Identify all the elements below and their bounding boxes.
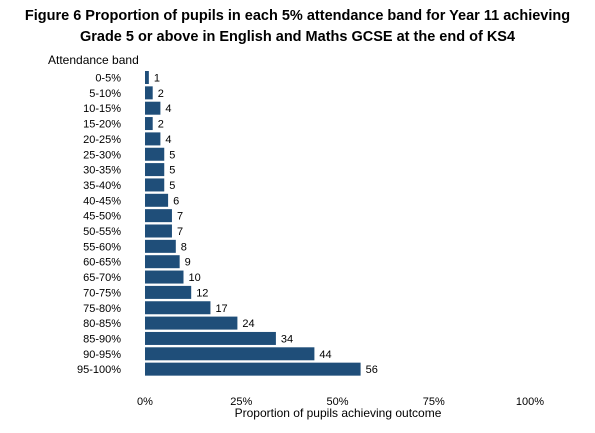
bar [145, 347, 315, 361]
data-label: 44 [319, 349, 331, 361]
bar [145, 193, 169, 207]
y-tick-label: 0-5% [95, 73, 121, 85]
data-label: 5 [169, 149, 175, 161]
bar [145, 255, 180, 269]
data-label: 7 [177, 211, 183, 223]
bar [145, 239, 176, 253]
x-axis: 0% 25% 50% 75% 100% [137, 396, 544, 408]
bar [145, 101, 161, 115]
data-label: 9 [185, 257, 191, 269]
data-label: 24 [242, 318, 254, 330]
bar [145, 270, 184, 284]
chart-title-line-1: Figure 6 Proportion of pupils in each 5%… [24, 8, 571, 24]
data-label: 4 [165, 134, 171, 146]
y-tick-label: 20-25% [83, 134, 121, 146]
y-tick-label: 85-90% [83, 333, 121, 345]
bar [145, 178, 165, 192]
y-tick-label: 60-65% [83, 257, 121, 269]
y-tick-label: 30-35% [83, 165, 121, 177]
y-axis-title: Attendance band [48, 53, 139, 67]
y-tick-label: 90-95% [83, 349, 121, 361]
y-tick-label: 50-55% [83, 226, 121, 238]
y-tick-label: 15-20% [83, 119, 121, 131]
x-tick-label: 25% [230, 396, 252, 408]
bar [145, 331, 276, 345]
y-tick-label: 45-50% [83, 211, 121, 223]
y-tick-label: 5-10% [89, 88, 121, 100]
bar [145, 362, 361, 376]
y-tick-label: 10-15% [83, 103, 121, 115]
bar [145, 163, 165, 177]
y-tick-label: 40-45% [83, 195, 121, 207]
data-label: 10 [189, 272, 201, 284]
bar [145, 71, 149, 84]
x-axis-title: Proportion of pupils achieving outcome [235, 406, 442, 420]
x-tick-label: 0% [137, 396, 153, 408]
y-tick-label: 55-60% [83, 241, 121, 253]
bar [145, 86, 153, 100]
data-label: 5 [169, 165, 175, 177]
data-label: 6 [173, 195, 179, 207]
bar [145, 117, 153, 131]
bar [145, 147, 165, 161]
data-label: 1 [154, 73, 160, 85]
bar [145, 224, 172, 238]
y-tick-label: 65-70% [83, 272, 121, 284]
data-label: 12 [196, 287, 208, 299]
data-label: 2 [158, 119, 164, 131]
data-label: 17 [215, 303, 227, 315]
bar [145, 316, 238, 330]
y-tick-label: 95-100% [77, 364, 121, 376]
data-label: 5 [169, 180, 175, 192]
bar [145, 285, 192, 299]
chart-title: Figure 6 Proportion of pupils in each 5%… [0, 6, 595, 48]
bar [145, 132, 161, 146]
data-label: 4 [165, 103, 171, 115]
data-label: 56 [366, 364, 378, 376]
data-label: 7 [177, 226, 183, 238]
y-tick-label: 75-80% [83, 303, 121, 315]
x-tick-label: 100% [516, 396, 544, 408]
x-tick-label: 75% [423, 396, 445, 408]
chart-title-line-2: Grade 5 or above in English and Maths GC… [79, 29, 516, 45]
bar [145, 301, 211, 315]
y-tick-label: 35-40% [83, 180, 121, 192]
bar [145, 209, 172, 223]
data-label: 34 [281, 333, 293, 345]
y-tick-label: 80-85% [83, 318, 121, 330]
x-tick-label: 50% [326, 396, 348, 408]
y-axis: 0-5% 5-10% 10-15% 15-20% 20-25% 25-30% 30-35% 3… [77, 73, 121, 377]
data-label: 2 [158, 88, 164, 100]
y-tick-label: 70-75% [83, 287, 121, 299]
y-tick-label: 25-30% [83, 149, 121, 161]
data-label: 8 [181, 241, 187, 253]
